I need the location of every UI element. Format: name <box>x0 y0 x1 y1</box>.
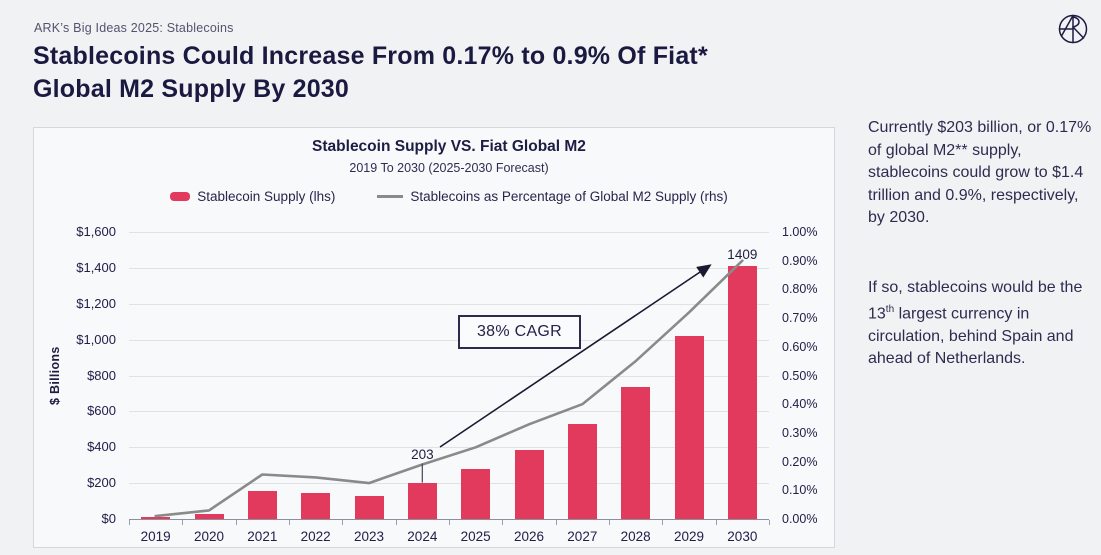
x-axis-tick <box>662 520 664 525</box>
gridline <box>129 339 769 341</box>
page-title-line2: Global M2 Supply By 2030 <box>33 75 350 103</box>
bar-2022 <box>301 493 331 519</box>
bar-2025 <box>461 468 491 519</box>
right-axis-tick: 0.10% <box>782 483 818 498</box>
gridline <box>129 375 769 377</box>
x-axis-tick <box>769 520 770 525</box>
commentary-text: largest currency in circulation, behind … <box>868 305 1074 368</box>
gridline <box>129 411 769 413</box>
chart-legend: Stablecoin Supply (lhs) Stablecoins as P… <box>114 189 784 204</box>
right-axis-tick: 0.00% <box>782 512 818 526</box>
chart-title: Stablecoin Supply VS. Fiat Global M2 <box>312 138 586 155</box>
gridline <box>129 267 769 269</box>
commentary-paragraph-1: Currently $203 billion, or 0.17% of glob… <box>868 119 1092 226</box>
x-axis-label: 2022 <box>300 529 331 544</box>
bar-2019 <box>141 517 171 519</box>
cagr-arrow <box>439 264 712 448</box>
x-axis-label: 2026 <box>513 529 545 544</box>
gridline <box>129 303 769 305</box>
page-title-line1: Stablecoins Could Increase From 0.17% to… <box>33 42 708 70</box>
page-title: Stablecoins Could Increase From 0.17% to… <box>33 40 853 106</box>
x-axis-label: 2030 <box>727 529 758 544</box>
bar-2020 <box>194 513 224 519</box>
commentary-text: If so, stablecoins would be the 13 <box>868 278 1083 323</box>
left-axis-tick: $1,400 <box>76 259 116 275</box>
left-axis-tick: $800 <box>87 367 116 383</box>
right-axis-tick: 0.20% <box>782 454 818 469</box>
x-axis-label: 2028 <box>620 529 651 544</box>
right-axis-tick: 1.00% <box>782 225 818 239</box>
x-axis-tick <box>395 520 397 525</box>
left-axis-tick: $1,000 <box>76 331 116 347</box>
right-axis-tick: 0.40% <box>782 397 818 412</box>
gridline <box>129 232 769 233</box>
left-axis-tick: $1,200 <box>76 295 116 311</box>
x-axis-label: 2025 <box>460 529 491 544</box>
left-axis-ticks: $1,600 $1,400 $1,200 $1,000 $800 $600 $400 $200… <box>34 224 116 526</box>
ark-logo-icon <box>1053 9 1093 49</box>
x-axis-tick <box>555 520 557 525</box>
x-axis-tick <box>715 520 717 525</box>
x-axis-tick <box>449 520 450 525</box>
m2-percentage-line <box>154 259 744 518</box>
x-axis-label: 2019 <box>140 529 171 544</box>
bar-2023 <box>354 495 384 519</box>
left-axis-tick: $0 <box>101 511 116 526</box>
right-axis-tick: 0.60% <box>782 339 818 354</box>
left-axis-tick: $600 <box>87 403 116 419</box>
right-axis-ticks: 1.00% 0.90% 0.80% 0.70% 0.60% 0.50% 0.40% 0.30%… <box>782 225 842 526</box>
right-axis-tick: 0.90% <box>782 253 818 268</box>
bar-value-label: 203 <box>411 446 434 462</box>
legend-label: Stablecoin Supply (lhs) <box>197 189 336 204</box>
legend-item-m2-percentage: Stablecoins as Percentage of Global M2 S… <box>377 189 728 204</box>
x-axis-label: 2021 <box>247 529 278 544</box>
x-axis-tick <box>289 520 290 525</box>
legend-item-stablecoin-supply: Stablecoin Supply (lhs) <box>170 189 335 204</box>
x-axis-label: 2024 <box>407 529 438 544</box>
left-axis-tick: $400 <box>87 439 116 455</box>
cagr-callout: 38% CAGR <box>458 315 581 349</box>
line-series-overlay <box>154 259 744 518</box>
breadcrumb: ARK’s Big Ideas 2025: Stablecoins <box>34 21 234 35</box>
x-axis-tick <box>609 520 610 525</box>
x-axis-label: 2027 <box>567 529 598 544</box>
gridline <box>129 483 769 485</box>
x-axis-label: 2029 <box>673 529 705 544</box>
bar-2029 <box>674 336 704 519</box>
chart-panel: Stablecoin Supply VS. Fiat Global M2 201… <box>33 127 835 548</box>
commentary: Currently $203 billion, or 0.17% of glob… <box>868 117 1092 371</box>
commentary-paragraph-2: If so, stablecoins would be the 13th lar… <box>868 277 1092 371</box>
x-axis-tick <box>182 520 184 525</box>
bar-2028 <box>621 387 651 519</box>
bar-2021 <box>247 491 277 519</box>
legend-label: Stablecoins as Percentage of Global M2 S… <box>410 189 728 204</box>
bar-2024 <box>407 482 437 519</box>
x-axis-label: 2020 <box>193 529 225 544</box>
chart-subtitle: 2019 To 2030 (2025-2030 Forecast) <box>349 161 549 175</box>
ordinal-superscript: th <box>885 304 895 315</box>
line-swatch-icon <box>377 195 404 198</box>
bar-2026 <box>514 449 544 519</box>
x-axis-tick <box>235 520 237 525</box>
right-axis-tick: 0.50% <box>782 368 818 383</box>
right-axis-tick: 0.30% <box>782 425 818 440</box>
right-axis-tick: 0.70% <box>782 311 818 326</box>
x-axis-line <box>129 519 769 520</box>
bar-value-label: 1409 <box>727 247 758 263</box>
right-axis-tick: 0.80% <box>782 282 818 297</box>
bar-2030 <box>727 266 757 519</box>
bar-2027 <box>567 423 597 519</box>
bar-swatch-icon <box>170 192 191 201</box>
left-axis-tick: $1,600 <box>76 224 116 239</box>
left-axis-tick: $200 <box>87 475 116 491</box>
x-axis-tick <box>502 520 504 525</box>
plot-area: 203 1409 38% CAGR <box>129 232 770 525</box>
gridline <box>129 447 769 449</box>
x-axis-tick <box>129 520 130 525</box>
x-axis-tick <box>342 520 344 525</box>
x-axis-label: 2023 <box>353 529 385 544</box>
